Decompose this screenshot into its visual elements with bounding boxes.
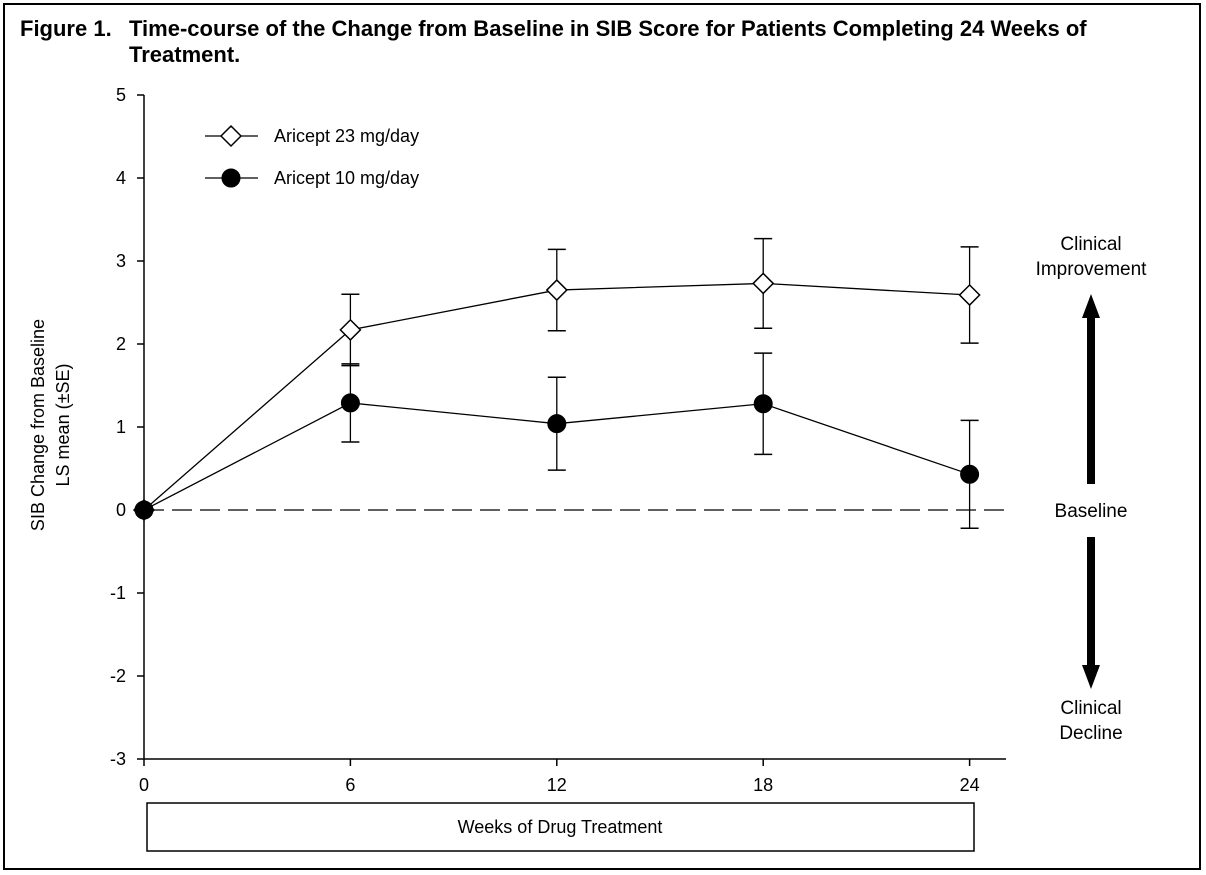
y-tick-label: 4 — [116, 168, 126, 188]
diamond-marker — [219, 124, 243, 148]
circle-marker — [960, 464, 980, 484]
clinical-improvement-label: Improvement — [1036, 259, 1148, 280]
y-tick-label: -2 — [110, 666, 126, 686]
circle-marker — [547, 414, 567, 434]
circle-marker — [340, 393, 360, 413]
baseline-label: Baseline — [1055, 501, 1128, 522]
legend-label: Aricept 10 mg/day — [274, 168, 419, 188]
y-axis-label-line: LS mean (±SE) — [53, 364, 73, 487]
x-tick-label: 24 — [960, 775, 980, 795]
x-axis-label-box: Weeks of Drug Treatment — [146, 802, 975, 852]
y-tick-label: 2 — [116, 334, 126, 354]
series-group — [132, 237, 981, 530]
clinical-decline-label: Decline — [1059, 723, 1122, 744]
figure-title-text: Time-course of the Change from Baseline … — [129, 16, 1087, 67]
x-tick-label: 0 — [139, 775, 149, 795]
y-tick-label: 0 — [116, 500, 126, 520]
figure-label: Figure 1. — [20, 16, 112, 41]
x-axis-label: Weeks of Drug Treatment — [458, 817, 663, 837]
clinical-improvement-label: Clinical — [1060, 234, 1121, 255]
y-axis-label: SIB Change from Baseline LS mean (±SE) — [28, 319, 73, 531]
legend-item: Aricept 23 mg/day — [205, 124, 419, 148]
diamond-marker — [545, 278, 568, 302]
diamond-marker — [958, 283, 981, 307]
y-axis-label-line: SIB Change from Baseline — [28, 319, 48, 531]
axes: 5 4 3 2 1 0 -1 -2 -3 0 6 12 18 24 — [110, 85, 1006, 795]
diamond-marker — [339, 318, 362, 341]
y-tick-label: -1 — [110, 583, 126, 603]
circle-marker — [753, 394, 773, 414]
y-tick-label: -3 — [110, 749, 126, 769]
x-tick-label: 12 — [547, 775, 567, 795]
legend-label: Aricept 23 mg/day — [274, 126, 419, 146]
series-aricept-10 — [134, 352, 980, 530]
down-arrow-head — [1082, 665, 1100, 689]
x-tick-label: 18 — [753, 775, 773, 795]
diamond-marker — [752, 272, 775, 295]
legend: Aricept 23 mg/day Aricept 10 mg/day — [205, 124, 419, 188]
circle-marker — [221, 168, 241, 188]
figure-frame — [3, 3, 1201, 870]
clinical-decline-label: Clinical — [1060, 698, 1121, 719]
annotations: Clinical Improvement Baseline Clinical Decli… — [1036, 234, 1148, 744]
y-tick-label: 1 — [116, 417, 126, 437]
up-arrow-head — [1082, 294, 1100, 318]
y-tick-label: 3 — [116, 251, 126, 271]
x-tick-label: 6 — [345, 775, 355, 795]
legend-item: Aricept 10 mg/day — [205, 168, 419, 188]
x-label-frame — [146, 802, 975, 852]
up-arrow-shaft — [1087, 312, 1095, 484]
down-arrow-shaft — [1087, 537, 1095, 671]
y-tick-label: 5 — [116, 85, 126, 105]
circle-marker — [134, 500, 154, 520]
